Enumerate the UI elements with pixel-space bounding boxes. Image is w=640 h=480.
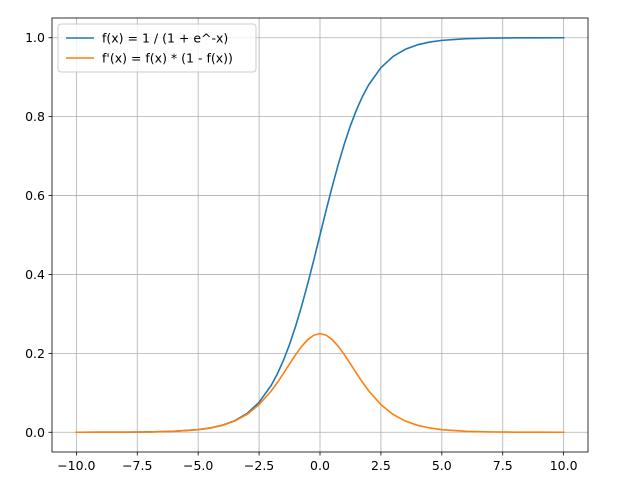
y-tick-label: 0.8 [25,109,45,124]
x-tick-label: −5.0 [183,458,213,473]
x-tick-label: −7.5 [122,458,152,473]
legend: f(x) = 1 / (1 + e^-x) f'(x) = f(x) * (1 -… [57,23,257,73]
x-tick-label: 5.0 [432,458,452,473]
series-lines [75,36,565,434]
y-tick-label: 0.4 [25,267,45,282]
x-tick-label: 0.0 [310,458,330,473]
grid-lines [52,18,588,452]
legend-label: f'(x) = f(x) * (1 - f(x)) [102,51,233,66]
y-tick-label: 0.6 [25,188,45,203]
series-line-2 [75,332,565,434]
legend-box [57,23,257,73]
x-tick-label: −2.5 [244,458,274,473]
y-tick-label: 0.2 [25,346,45,361]
x-tick-label: 10.0 [550,458,578,473]
x-tick-label: 7.5 [493,458,513,473]
axis-ticks: −10.0 −7.5 −5.0 −2.5 0.0 2.5 5.0 7.5 10.0 0.0 0.2 0… [25,30,577,473]
y-tick-label: 1.0 [25,30,45,45]
x-tick-label: 2.5 [371,458,391,473]
x-tick-label: −10.0 [57,458,95,473]
legend-label: f(x) = 1 / (1 + e^-x) [102,31,228,46]
y-tick-label: 0.0 [25,425,45,440]
